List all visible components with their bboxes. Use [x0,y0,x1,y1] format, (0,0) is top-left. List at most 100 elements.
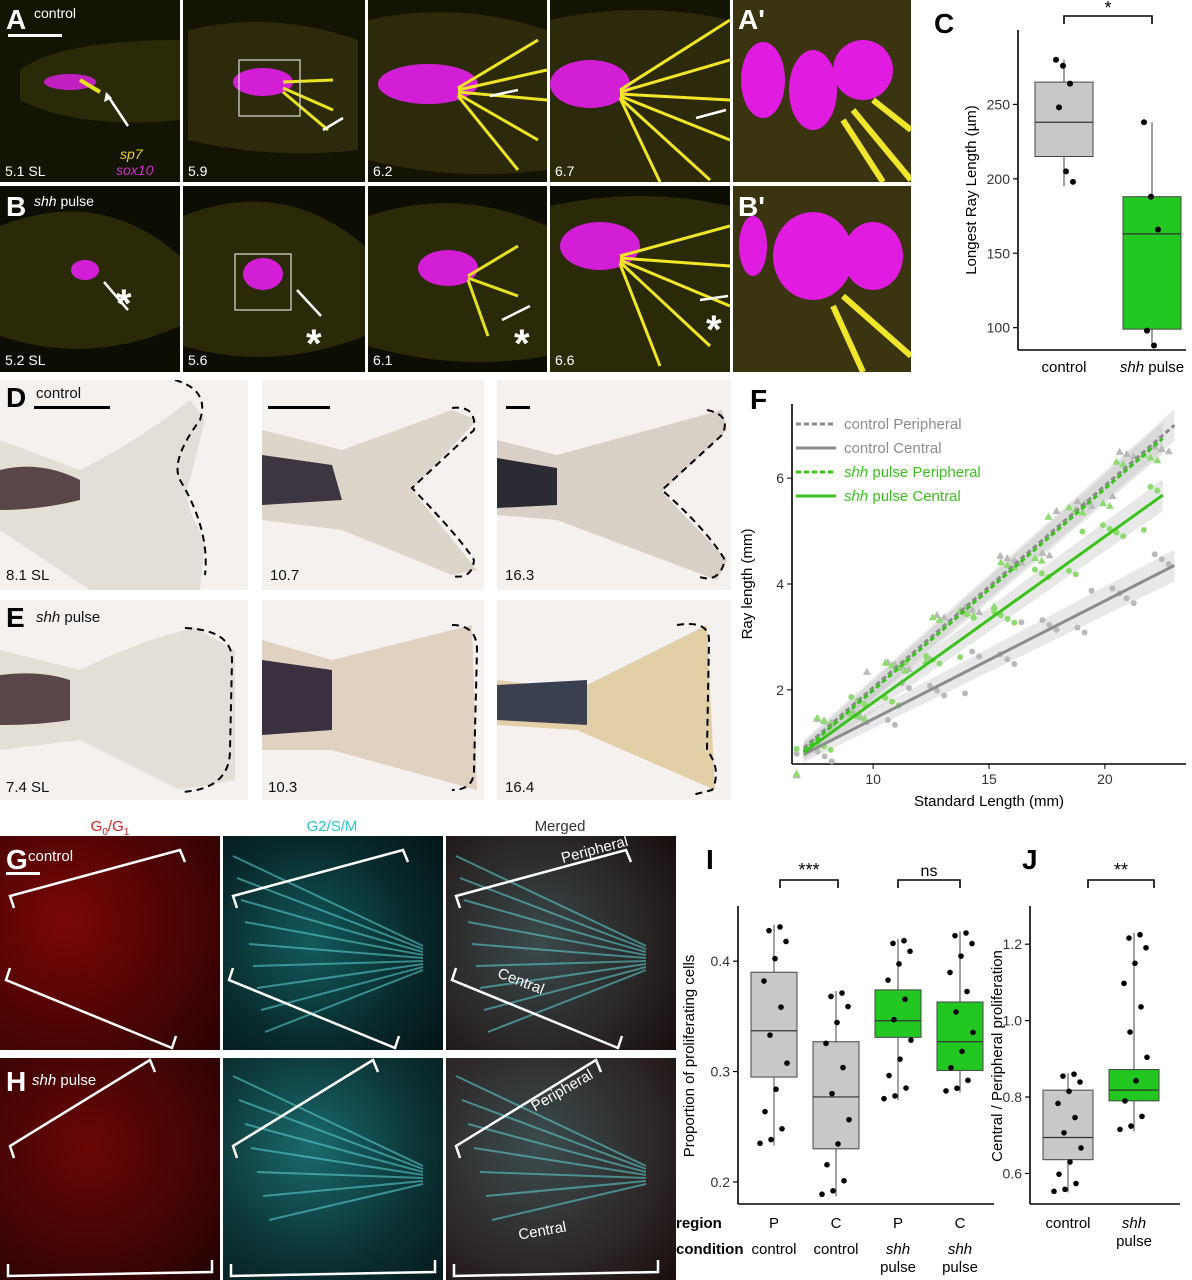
condition-label: shh pulse [32,1072,97,1089]
scatter-point [926,682,933,689]
data-point [1067,1159,1073,1165]
photo-e2 [262,600,484,800]
data-point [783,938,789,945]
data-point [1072,1114,1078,1121]
fin-ray [471,943,647,959]
scatter-point [1147,483,1154,490]
scale-bar [506,406,530,409]
data-point [1155,226,1161,233]
asterisk-marker: * [116,282,132,326]
chart-i: 0.2 0.3 0.4 Proportion of proliferating cel… [676,860,994,1276]
image-h-cyan [223,1058,443,1280]
image-a4 [550,0,730,182]
stage-label: 5.1 SL [5,163,46,179]
x-tick-label: pulse [880,1259,916,1276]
data-point [1139,1113,1145,1120]
fin-drawing [262,624,479,791]
stage-label: 6.2 [373,163,393,179]
scatter-point [1140,526,1147,533]
photo-d1 [0,380,248,590]
image-b4 [550,186,730,372]
photo-d3 [497,380,731,590]
fluor-drawing [550,196,730,372]
fin-ray [491,1183,647,1221]
panel-label-b-prime: B' [738,191,765,222]
data-point [835,1141,841,1147]
scatter-triangle [990,602,999,610]
fin-ray [256,1171,424,1179]
y-tick-label: 200 [987,171,1011,187]
panel-label-a-prime: A' [738,4,765,35]
scatter-triangle [1146,453,1155,461]
data-point [1066,1088,1072,1095]
data-point [908,1037,914,1043]
fin-ray [256,963,424,989]
scatter-point [793,750,800,757]
confidence-band [803,422,1163,759]
data-point [896,961,902,967]
stage-label: 16.4 [505,779,535,796]
x-tick-label: shh pulse [1120,359,1184,376]
data-point [902,996,908,1003]
data-point [1132,960,1138,967]
data-point [1060,1073,1066,1079]
x-tick-label: C [955,1215,966,1232]
data-point [1151,342,1157,349]
y-tick-label: 1.2 [1003,936,1023,952]
legend-label: control Central [844,440,942,457]
fluor-drawing [183,201,365,357]
scatter-point [976,653,983,660]
panel-label-a: A [6,4,27,35]
fin-drawing [262,406,477,578]
fluor-drawing [0,211,180,349]
data-point [959,1048,965,1055]
fin-ray [248,943,424,959]
data-point [777,924,783,930]
x-tick-label: 15 [981,771,997,787]
fin-ray [463,899,647,953]
fin-drawing [0,627,235,793]
fin-drawing [497,623,717,796]
scatter-triangle [933,610,942,618]
data-point [846,1116,852,1123]
scatter-triangle [1119,460,1128,468]
fit-line [802,493,1164,754]
data-point [954,1085,960,1092]
legend-sox10: sox10 [116,162,154,178]
data-point [897,1056,903,1062]
data-point [1128,1123,1134,1129]
x-tick-label: shh [886,1241,910,1258]
scatter-triangle [1108,491,1117,499]
scatter-triangle [860,714,869,722]
data-point [830,1187,836,1194]
fin-ray [244,921,424,956]
image-b1 [0,186,180,372]
photo-e3 [497,600,731,800]
stage-label: 8.1 SL [6,567,50,584]
condition-label: control [36,385,82,402]
data-point [828,993,834,1000]
y-axis-label: Longest Ray Length (µm) [963,105,980,275]
scatter-triangle [1044,512,1053,520]
fin-ray [455,1075,647,1167]
scatter-triangle [935,615,944,623]
significance-bracket [779,879,839,888]
scatter-triangle [792,769,801,777]
image-a2 [183,0,365,182]
data-point [1144,1054,1150,1061]
scatter-triangle [901,666,910,674]
scatter-point [1079,528,1086,535]
scatter-point [1038,570,1045,577]
scatter-triangle [996,558,1005,566]
x-tick-label: pulse [942,1259,978,1276]
x-tick-label: C [831,1215,842,1232]
data-point [757,1140,763,1147]
scatter-point [906,685,913,692]
panel-label-b: B [6,191,27,222]
data-point [1078,1145,1084,1151]
fit-line [802,424,1176,750]
column-header-merged: Merged [534,818,586,835]
condition-label: control [34,5,77,21]
box [1108,1069,1160,1102]
data-point [1062,1186,1068,1193]
